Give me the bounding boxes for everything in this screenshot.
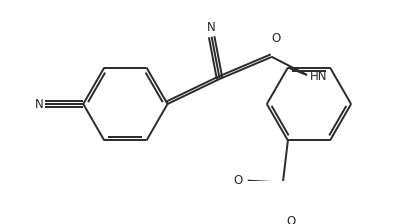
- Text: HN: HN: [309, 70, 327, 83]
- Text: N: N: [207, 21, 216, 34]
- Text: O: O: [271, 32, 280, 45]
- Text: O: O: [233, 174, 242, 187]
- Text: N: N: [34, 97, 43, 110]
- Text: O: O: [285, 215, 295, 224]
